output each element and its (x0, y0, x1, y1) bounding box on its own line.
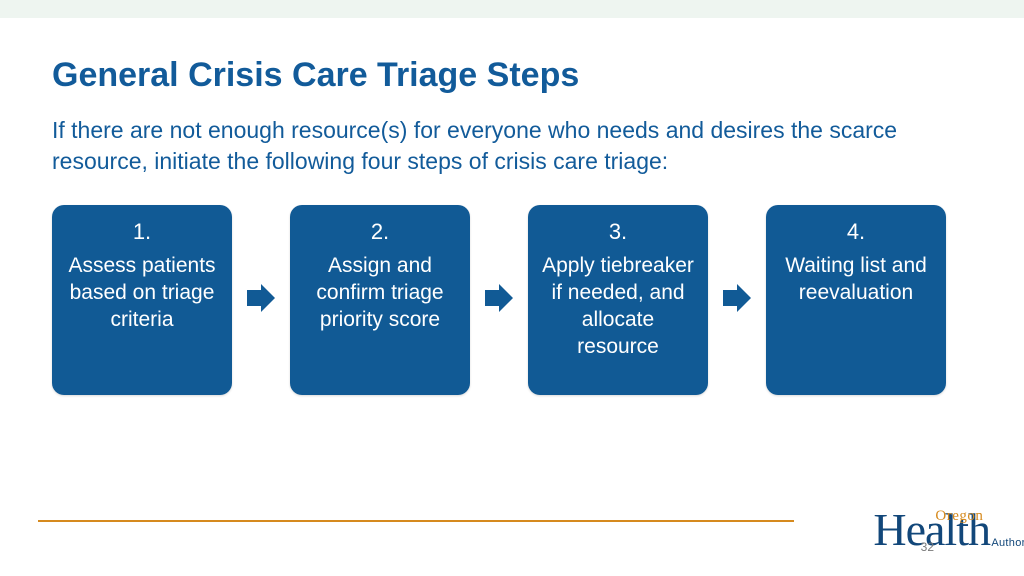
step-text: Assess patients based on triage criteria (66, 253, 218, 334)
footer-rule (38, 520, 794, 522)
page-title: General Crisis Care Triage Steps (52, 56, 972, 95)
logo-sub-text: Authority (991, 539, 1024, 548)
intro-text: If there are not enough resource(s) for … (52, 115, 952, 177)
step-number: 3. (542, 219, 694, 245)
step-box-3: 3. Apply tiebreaker if needed, and alloc… (528, 205, 708, 395)
step-number: 2. (304, 219, 456, 245)
process-flow: 1. Assess patients based on triage crite… (52, 205, 972, 395)
step-text: Waiting list and reevaluation (780, 253, 932, 307)
page-number: 32 (921, 540, 934, 554)
step-number: 4. (780, 219, 932, 245)
step-number: 1. (66, 219, 218, 245)
arrow-icon (232, 280, 290, 316)
arrow-icon (708, 280, 766, 316)
step-text: Assign and confirm triage priority score (304, 253, 456, 334)
arrow-icon (470, 280, 528, 316)
top-band (0, 0, 1024, 18)
step-box-1: 1. Assess patients based on triage crite… (52, 205, 232, 395)
slide-body: General Crisis Care Triage Steps If ther… (0, 18, 1024, 576)
step-box-4: 4. Waiting list and reevaluation (766, 205, 946, 395)
step-text: Apply tiebreaker if needed, and allocate… (542, 253, 694, 361)
step-box-2: 2. Assign and confirm triage priority sc… (290, 205, 470, 395)
logo-top-text: Oregon (935, 510, 1024, 522)
